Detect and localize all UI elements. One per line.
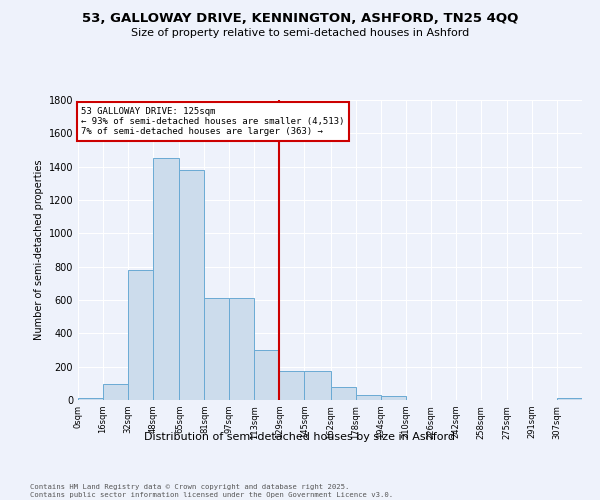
Bar (254, 350, 279, 400)
Bar (229, 298, 254, 400)
Bar (103, 384, 128, 400)
Text: Contains HM Land Registry data © Crown copyright and database right 2025.
Contai: Contains HM Land Registry data © Crown c… (30, 484, 393, 498)
Bar (381, 396, 406, 400)
Bar (557, 398, 582, 400)
Bar (279, 371, 304, 400)
Bar (356, 395, 381, 400)
Bar (331, 386, 356, 400)
Text: Distribution of semi-detached houses by size in Ashford: Distribution of semi-detached houses by … (145, 432, 455, 442)
Bar (128, 270, 153, 400)
Bar (304, 371, 331, 400)
Bar (179, 170, 205, 400)
Text: 53, GALLOWAY DRIVE, KENNINGTON, ASHFORD, TN25 4QQ: 53, GALLOWAY DRIVE, KENNINGTON, ASHFORD,… (82, 12, 518, 26)
Bar (153, 158, 179, 400)
Bar (205, 298, 229, 400)
Bar (78, 398, 103, 400)
Text: 53 GALLOWAY DRIVE: 125sqm
← 93% of semi-detached houses are smaller (4,513)
7% o: 53 GALLOWAY DRIVE: 125sqm ← 93% of semi-… (81, 106, 344, 136)
Y-axis label: Number of semi-detached properties: Number of semi-detached properties (34, 160, 44, 340)
Text: Size of property relative to semi-detached houses in Ashford: Size of property relative to semi-detach… (131, 28, 469, 38)
